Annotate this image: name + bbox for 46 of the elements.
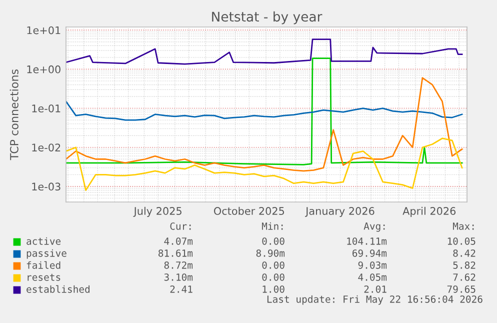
text: 0.00 bbox=[262, 261, 284, 269]
text: 69.94m bbox=[352, 249, 387, 257]
line-series bbox=[66, 38, 463, 65]
x-tick-label: January 2026 bbox=[305, 207, 374, 217]
text: Cur: bbox=[170, 222, 191, 230]
text: 7.62 bbox=[453, 273, 476, 281]
x-tick-label: October 2025 bbox=[214, 206, 284, 215]
legend-label: established bbox=[26, 285, 90, 293]
text: Min: bbox=[262, 222, 283, 230]
y-tick-label: 1e+01 bbox=[27, 26, 60, 34]
y-tick-label: 1e+00 bbox=[27, 65, 60, 74]
text: 0.00 bbox=[262, 237, 284, 245]
legend-label: passive bbox=[26, 249, 66, 259]
y-tick-label: 1e-03 bbox=[32, 182, 60, 191]
legend-label: active bbox=[26, 237, 61, 245]
line-series bbox=[66, 58, 463, 166]
line-series bbox=[66, 138, 463, 191]
line-series bbox=[66, 100, 463, 121]
text: Avg: bbox=[364, 222, 385, 232]
chart-title: Netstat - by year bbox=[212, 11, 322, 24]
text: 2.01 bbox=[364, 285, 386, 293]
y-tick-label: 1e-01 bbox=[32, 104, 60, 112]
text: 1.00 bbox=[262, 285, 284, 293]
y-tick-label: 1e-02 bbox=[32, 144, 60, 152]
text: 8.90m bbox=[256, 249, 285, 257]
text: 2.41 bbox=[170, 285, 192, 293]
text: 8.42 bbox=[453, 249, 476, 257]
legend-label: resets bbox=[28, 274, 60, 281]
y-axis-title: TCP connections bbox=[10, 69, 18, 160]
text: 4.05m bbox=[358, 273, 387, 281]
text: 5.82 bbox=[453, 261, 476, 269]
text: 3.10m bbox=[164, 273, 193, 281]
line-series bbox=[66, 77, 463, 172]
text: Last update: Fri May 22 16:56:04 2026 bbox=[267, 295, 482, 305]
text: 79.65 bbox=[447, 285, 476, 293]
text: 10.05 bbox=[448, 237, 476, 245]
text: 9.03m bbox=[358, 261, 387, 269]
text: 4.07m bbox=[164, 237, 193, 245]
text: 104.11m bbox=[347, 237, 387, 245]
x-tick-label: July 2025 bbox=[133, 206, 182, 217]
legend-label: failed bbox=[26, 261, 60, 269]
text: 81.61m bbox=[158, 249, 193, 257]
text: Max: bbox=[452, 222, 474, 230]
text: 8.72m bbox=[164, 261, 193, 269]
text: 0.00 bbox=[262, 273, 284, 281]
x-tick-label: April 2026 bbox=[402, 206, 456, 217]
